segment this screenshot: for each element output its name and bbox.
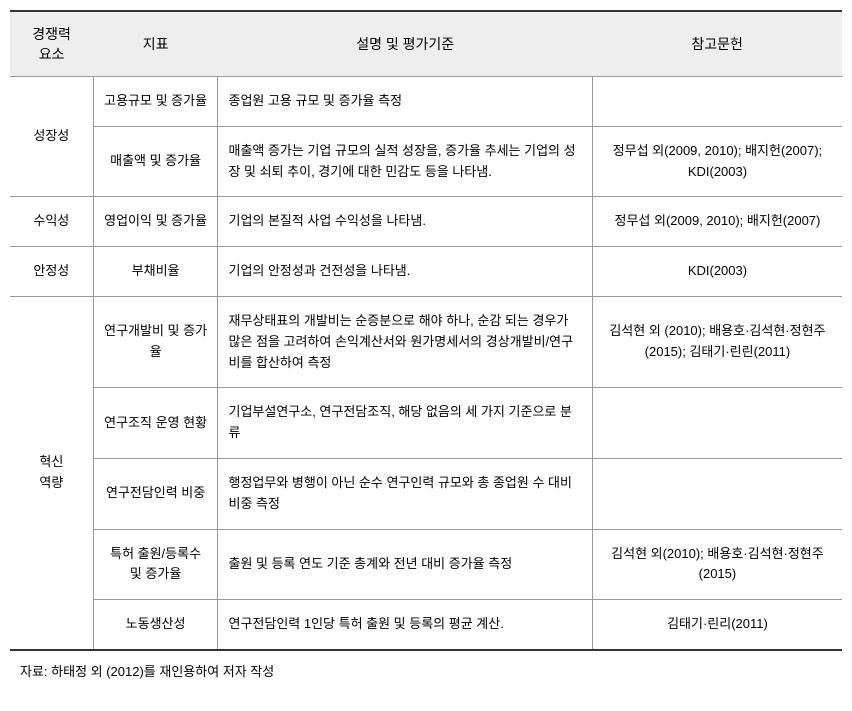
- category-cell: 혁신역량: [10, 296, 93, 649]
- reference-cell: 정무섭 외(2009, 2010); 배지헌(2007): [592, 197, 842, 247]
- category-cell: 수익성: [10, 197, 93, 247]
- reference-cell: 김석현 외(2010); 배용호·김석현·정현주(2015): [592, 529, 842, 600]
- reference-cell: KDI(2003): [592, 247, 842, 297]
- header-indicator: 지표: [93, 11, 218, 77]
- table-row: 연구전담인력 비중행정업무와 병행이 아닌 순수 연구인력 규모와 총 종업원 …: [10, 458, 842, 529]
- description-cell: 행정업무와 병행이 아닌 순수 연구인력 규모와 총 종업원 수 대비 비중 측…: [218, 458, 592, 529]
- header-reference: 참고문헌: [592, 11, 842, 77]
- indicator-cell: 영업이익 및 증가율: [93, 197, 218, 247]
- indicator-cell: 고용규모 및 증가율: [93, 77, 218, 127]
- table-row: 매출액 및 증가율매출액 증가는 기업 규모의 실적 성장을, 증가율 추세는 …: [10, 126, 842, 197]
- reference-cell: 김태기·린리(2011): [592, 600, 842, 650]
- table-row: 특허 출원/등록수 및 증가율출원 및 등록 연도 기준 총계와 전년 대비 증…: [10, 529, 842, 600]
- description-cell: 매출액 증가는 기업 규모의 실적 성장을, 증가율 추세는 기업의 성장 및 …: [218, 126, 592, 197]
- description-cell: 기업의 안정성과 건전성을 나타냄.: [218, 247, 592, 297]
- indicator-cell: 부채비율: [93, 247, 218, 297]
- indicator-cell: 매출액 및 증가율: [93, 126, 218, 197]
- table-header-row: 경쟁력요소 지표 설명 및 평가기준 참고문헌: [10, 11, 842, 77]
- table-row: 수익성영업이익 및 증가율기업의 본질적 사업 수익성을 나타냄.정무섭 외(2…: [10, 197, 842, 247]
- source-note: 자료: 하태정 외 (2012)를 재인용하여 저자 작성: [10, 661, 842, 680]
- reference-cell: 김석현 외 (2010); 배용호·김석현·정현주(2015); 김태기·린린(…: [592, 296, 842, 387]
- table-row: 성장성고용규모 및 증가율종업원 고용 규모 및 증가율 측정: [10, 77, 842, 127]
- table-row: 혁신역량연구개발비 및 증가율재무상태표의 개발비는 순증분으로 해야 하나, …: [10, 296, 842, 387]
- reference-cell: [592, 458, 842, 529]
- description-cell: 재무상태표의 개발비는 순증분으로 해야 하나, 순감 되는 경우가 많은 점을…: [218, 296, 592, 387]
- description-cell: 기업부설연구소, 연구전담조직, 해당 없음의 세 가지 기준으로 분류: [218, 388, 592, 459]
- competitiveness-table: 경쟁력요소 지표 설명 및 평가기준 참고문헌 성장성고용규모 및 증가율종업원…: [10, 10, 842, 651]
- reference-cell: 정무섭 외(2009, 2010); 배지헌(2007); KDI(2003): [592, 126, 842, 197]
- description-cell: 종업원 고용 규모 및 증가율 측정: [218, 77, 592, 127]
- header-description: 설명 및 평가기준: [218, 11, 592, 77]
- description-cell: 출원 및 등록 연도 기준 총계와 전년 대비 증가율 측정: [218, 529, 592, 600]
- indicator-cell: 특허 출원/등록수 및 증가율: [93, 529, 218, 600]
- table-row: 안정성부채비율기업의 안정성과 건전성을 나타냄.KDI(2003): [10, 247, 842, 297]
- reference-cell: [592, 388, 842, 459]
- description-cell: 기업의 본질적 사업 수익성을 나타냄.: [218, 197, 592, 247]
- table-row: 노동생산성연구전담인력 1인당 특허 출원 및 등록의 평균 계산.김태기·린리…: [10, 600, 842, 650]
- table-body: 성장성고용규모 및 증가율종업원 고용 규모 및 증가율 측정매출액 및 증가율…: [10, 77, 842, 650]
- category-cell: 성장성: [10, 77, 93, 197]
- indicator-cell: 연구개발비 및 증가율: [93, 296, 218, 387]
- indicator-cell: 연구전담인력 비중: [93, 458, 218, 529]
- reference-cell: [592, 77, 842, 127]
- indicator-cell: 연구조직 운영 현황: [93, 388, 218, 459]
- header-category: 경쟁력요소: [10, 11, 93, 77]
- indicator-cell: 노동생산성: [93, 600, 218, 650]
- description-cell: 연구전담인력 1인당 특허 출원 및 등록의 평균 계산.: [218, 600, 592, 650]
- category-cell: 안정성: [10, 247, 93, 297]
- table-row: 연구조직 운영 현황기업부설연구소, 연구전담조직, 해당 없음의 세 가지 기…: [10, 388, 842, 459]
